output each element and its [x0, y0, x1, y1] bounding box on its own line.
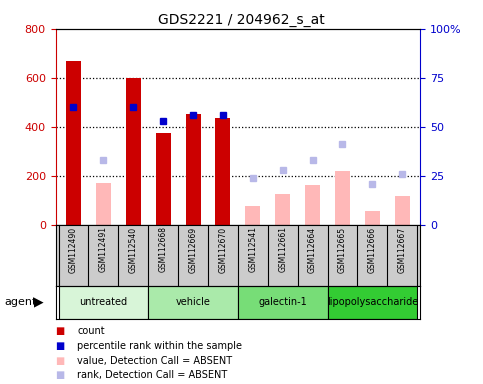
Bar	[395, 197, 410, 225]
Text: ■: ■	[56, 356, 65, 366]
Bar	[58, 286, 148, 319]
Text: GSM112661: GSM112661	[278, 227, 287, 273]
Text: GSM112668: GSM112668	[158, 227, 168, 273]
Text: GSM112667: GSM112667	[398, 227, 407, 273]
Text: ■: ■	[56, 370, 65, 380]
Text: count: count	[77, 326, 105, 336]
Bar	[327, 286, 417, 319]
Text: GSM112670: GSM112670	[218, 227, 227, 273]
Text: lipopolysaccharide: lipopolysaccharide	[327, 297, 418, 308]
Bar	[148, 286, 238, 319]
Text: GSM112541: GSM112541	[248, 227, 257, 273]
Bar	[156, 133, 170, 225]
Bar	[96, 183, 111, 225]
Bar	[238, 286, 327, 319]
Bar	[66, 61, 81, 225]
Text: GSM112665: GSM112665	[338, 227, 347, 273]
Text: ▶: ▶	[34, 296, 43, 309]
Text: GSM112490: GSM112490	[69, 227, 78, 273]
Text: GSM112666: GSM112666	[368, 227, 377, 273]
Text: galectin-1: galectin-1	[258, 297, 307, 308]
Bar	[305, 185, 320, 225]
Text: ■: ■	[56, 326, 65, 336]
Bar	[245, 206, 260, 225]
Text: GSM112540: GSM112540	[129, 227, 138, 273]
Text: GSM112664: GSM112664	[308, 227, 317, 273]
Text: untreated: untreated	[79, 297, 128, 308]
Text: ■: ■	[56, 341, 65, 351]
Text: vehicle: vehicle	[176, 297, 211, 308]
Bar	[126, 78, 141, 225]
Bar	[185, 114, 200, 225]
Text: rank, Detection Call = ABSENT: rank, Detection Call = ABSENT	[77, 370, 227, 380]
Text: percentile rank within the sample: percentile rank within the sample	[77, 341, 242, 351]
Bar	[275, 194, 290, 225]
Text: GSM112491: GSM112491	[99, 227, 108, 273]
Bar	[335, 171, 350, 225]
Text: agent: agent	[5, 297, 37, 308]
Bar	[215, 118, 230, 225]
Text: GDS2221 / 204962_s_at: GDS2221 / 204962_s_at	[158, 13, 325, 27]
Text: GSM112669: GSM112669	[188, 227, 198, 273]
Bar	[365, 211, 380, 225]
Text: value, Detection Call = ABSENT: value, Detection Call = ABSENT	[77, 356, 232, 366]
